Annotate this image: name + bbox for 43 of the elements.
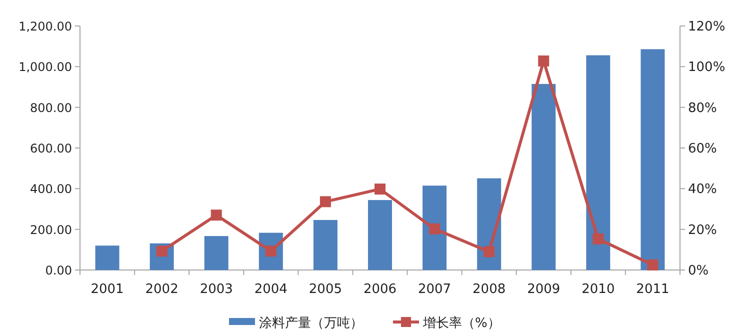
x-tick-label: 2007 (418, 282, 452, 297)
x-tick-label: 2001 (90, 282, 124, 297)
y-tick-label: 200.00 (30, 222, 72, 237)
y2-tick-label: 40% (688, 182, 717, 198)
point (320, 196, 331, 208)
x-tick-label: 2003 (200, 282, 233, 297)
point (484, 246, 495, 258)
y2-tick-label: 20% (688, 222, 717, 238)
point (429, 223, 440, 234)
x-tick-label: 2010 (582, 282, 615, 297)
point (210, 210, 222, 221)
y-tick-label: 800.00 (30, 100, 72, 115)
y-tick-label: 400.00 (30, 182, 72, 196)
x-tick-label: 2005 (308, 282, 342, 297)
point (592, 233, 604, 244)
bar (422, 186, 447, 270)
legend-label: 增长率（%） (422, 315, 500, 331)
y2-tick-label: 100% (688, 60, 726, 76)
x-tick-label: 2002 (145, 282, 178, 297)
x-tick-label: 2006 (363, 282, 397, 297)
bar (204, 236, 228, 270)
y2-tick-label: 60% (688, 142, 717, 156)
point (374, 184, 386, 195)
y2-tick-label: 80% (688, 100, 717, 116)
bar (586, 55, 610, 270)
x-tick-label: 2008 (472, 282, 506, 297)
y2-tick-label: 0% (688, 264, 709, 278)
y-tick-label: 600.00 (30, 142, 72, 156)
bar (368, 200, 392, 270)
y2-tick-label: 120% (688, 20, 726, 34)
x-tick-label: 2009 (527, 282, 560, 297)
bar (95, 246, 120, 270)
point (647, 259, 658, 270)
legend-label: 涂料产量（万吨） (259, 316, 363, 331)
point (538, 55, 550, 66)
x-tick-label: 2004 (254, 282, 288, 297)
y-tick-label: 1,000.00 (18, 60, 72, 74)
bar (532, 84, 556, 270)
bar (640, 49, 665, 270)
y-tick-label: 1,200.00 (18, 20, 72, 34)
y-tick-label: 0.00 (45, 264, 72, 278)
x-tick-label: 2011 (636, 282, 670, 297)
bar (313, 220, 338, 270)
